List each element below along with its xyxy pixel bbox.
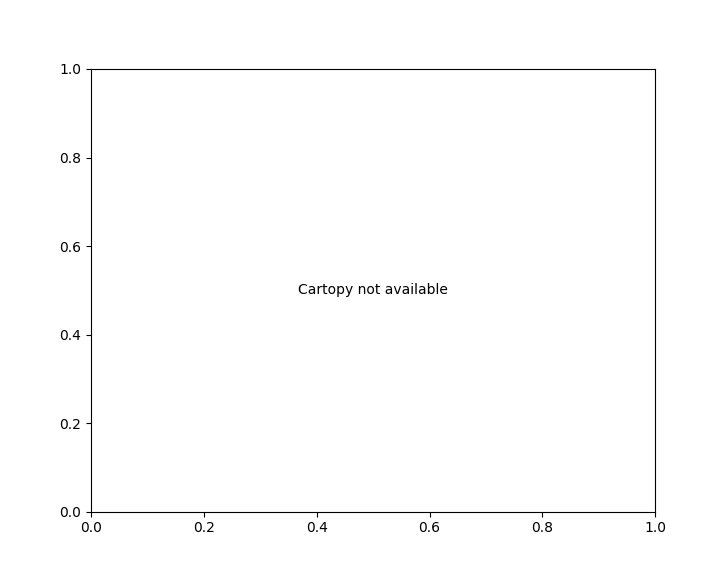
Text: Cartopy not available: Cartopy not available [298,283,448,297]
